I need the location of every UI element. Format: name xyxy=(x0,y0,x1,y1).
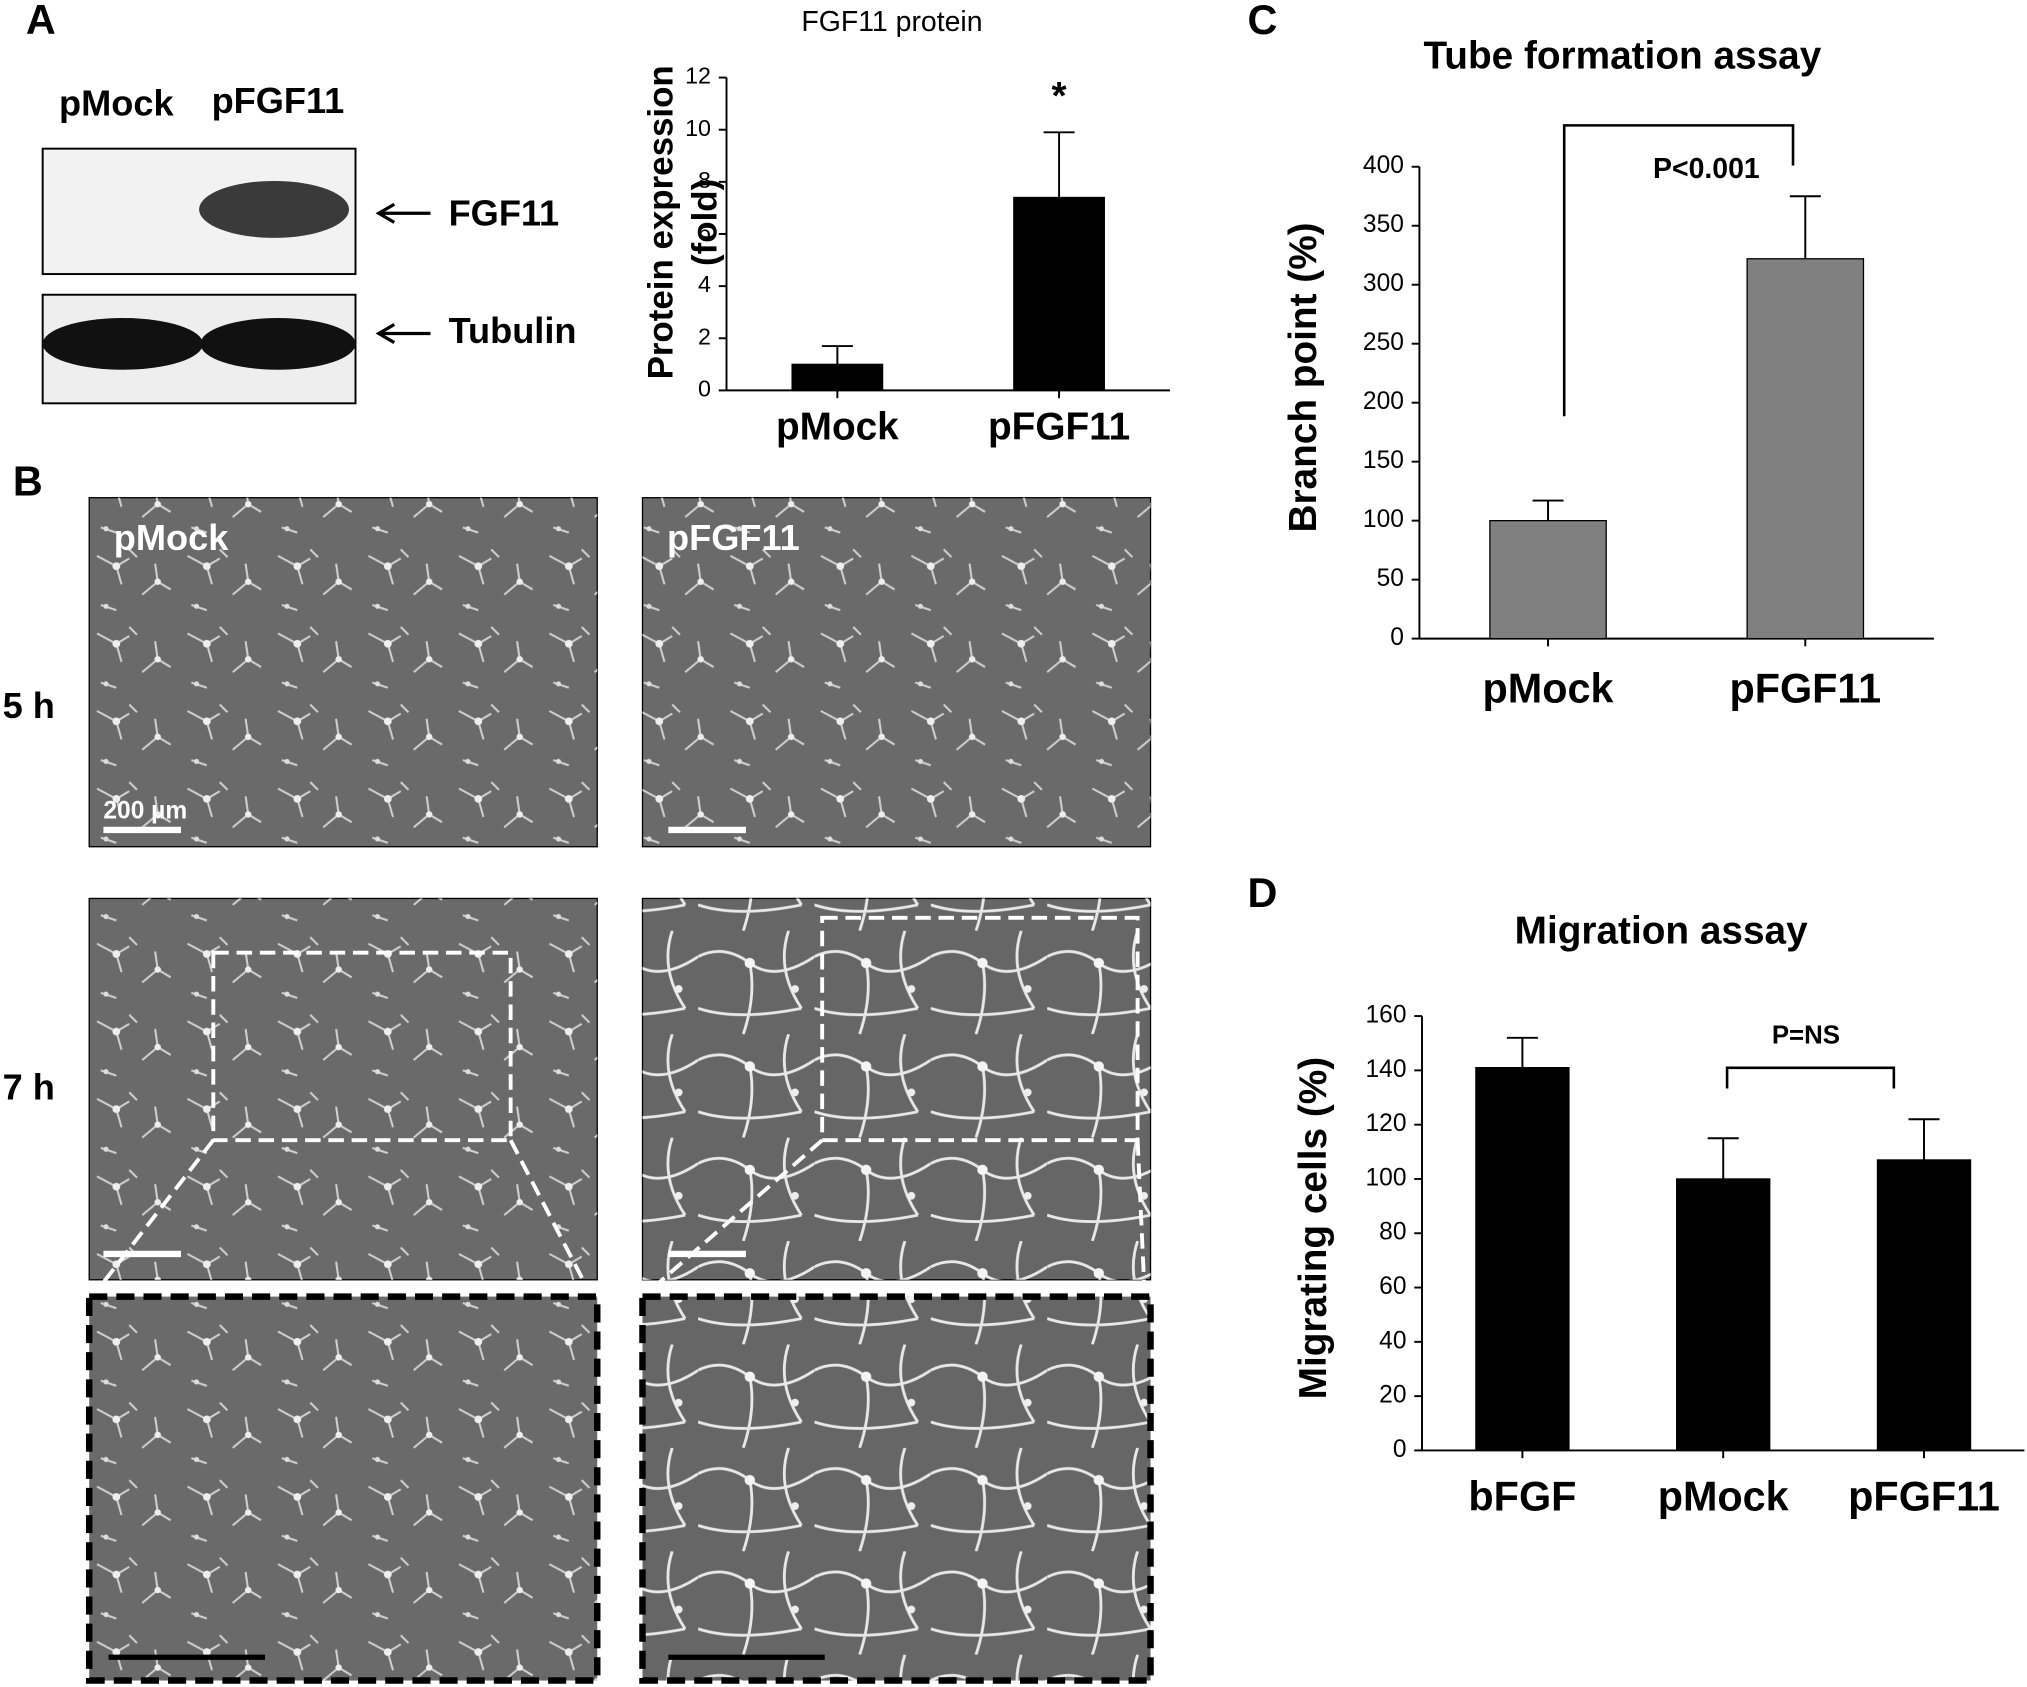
x-tick-label: pMock xyxy=(1658,1473,1790,1519)
panel-letter: C xyxy=(1247,0,1277,43)
panel-letter: D xyxy=(1247,870,1277,916)
y-tick-label: 400 xyxy=(1363,152,1404,179)
bracket xyxy=(1725,1066,1896,1089)
micrograph-zoom xyxy=(85,1293,601,1684)
x-tick-label: pFGF11 xyxy=(1848,1473,2000,1519)
bar xyxy=(1746,258,1865,640)
chart-title: FGF11 protein xyxy=(801,6,982,38)
annotation: P<0.001 xyxy=(1653,153,1760,185)
error-bar xyxy=(1506,1036,1538,1068)
y-axis-label: Migrating cells (%) xyxy=(1292,1057,1335,1399)
bar xyxy=(1475,1067,1570,1452)
zoom-box xyxy=(101,915,1147,1284)
y-tick-label: 8 xyxy=(698,167,711,193)
micrograph-texture xyxy=(642,898,1151,1280)
y-tick-label: 20 xyxy=(1379,1382,1406,1409)
y-tick-label: 80 xyxy=(1379,1219,1406,1246)
bar xyxy=(1876,1159,1972,1452)
y-tick-label: 120 xyxy=(1366,1110,1407,1137)
bar xyxy=(791,363,884,392)
bar xyxy=(1013,196,1105,392)
error-bar xyxy=(1789,195,1821,259)
y-tick-label: 40 xyxy=(1379,1327,1406,1354)
error-bar xyxy=(1707,1137,1739,1179)
blot-band xyxy=(42,318,203,370)
blot-band xyxy=(200,318,356,370)
y-tick-label: 350 xyxy=(1363,211,1404,238)
annotation: * xyxy=(1052,75,1068,118)
y-tick-label: 150 xyxy=(1363,447,1404,474)
x-tick-label: bFGF xyxy=(1468,1473,1576,1519)
panel-letter: B xyxy=(13,459,43,505)
x-tick-label: pFGF11 xyxy=(1729,666,1881,712)
x-tick-label: pFGF11 xyxy=(988,405,1130,448)
x-tick-label: pMock xyxy=(1483,666,1615,712)
y-axis-label: Branch point (%) xyxy=(1282,222,1325,532)
micrograph-texture xyxy=(89,898,598,1280)
band-label: Tubulin xyxy=(449,310,577,351)
y-tick-label: 140 xyxy=(1366,1056,1407,1083)
y-tick-label: 12 xyxy=(685,63,711,89)
y-tick-label: 2 xyxy=(698,323,711,349)
band-label: FGF11 xyxy=(449,192,560,233)
bar xyxy=(1676,1178,1771,1452)
y-tick-label: 100 xyxy=(1363,506,1404,533)
micrograph-zoom xyxy=(639,1293,1154,1684)
x-tick-label: pMock xyxy=(776,405,899,448)
arrow xyxy=(375,202,431,344)
y-tick-label: 10 xyxy=(685,115,711,141)
y-tick-label: 0 xyxy=(1390,624,1404,651)
micrograph-texture xyxy=(642,497,1151,847)
scale-bar xyxy=(103,826,746,1258)
lane-label: pFGF11 xyxy=(212,80,345,121)
panel-letter: A xyxy=(26,0,56,43)
y-tick-label: 160 xyxy=(1366,1002,1407,1029)
y-tick-label: 50 xyxy=(1377,565,1404,592)
annotation: P=NS xyxy=(1772,1022,1840,1050)
bar xyxy=(1489,519,1607,640)
y-tick-label: 200 xyxy=(1363,388,1404,415)
y-tick-label: 0 xyxy=(1393,1436,1407,1463)
column-label: pMock xyxy=(114,517,229,558)
y-tick-label: 6 xyxy=(698,219,711,245)
bracket xyxy=(1562,124,1795,417)
y-tick-label: 300 xyxy=(1363,270,1404,297)
micrograph-texture xyxy=(89,497,598,847)
error-bar xyxy=(1908,1118,1940,1160)
scale-label: 200 µm xyxy=(103,797,187,824)
y-tick-label: 250 xyxy=(1363,329,1404,356)
error-bar xyxy=(1532,499,1564,521)
y-tick-label: 4 xyxy=(698,271,711,297)
column-label: pFGF11 xyxy=(667,517,800,558)
y-tick-label: 100 xyxy=(1366,1164,1407,1191)
y-tick-label: 60 xyxy=(1379,1273,1406,1300)
error-bar xyxy=(1043,131,1075,198)
y-axis-label: Protein expression xyxy=(641,65,680,379)
row-label: 5 h xyxy=(3,685,55,726)
error-bar xyxy=(821,345,853,365)
y-tick-label: 0 xyxy=(698,376,711,402)
blot-band xyxy=(199,180,350,238)
row-label: 7 h xyxy=(3,1066,55,1107)
y-axis-label: (fold) xyxy=(685,179,724,266)
chart-title: Migration assay xyxy=(1515,910,1808,953)
lane-label: pMock xyxy=(59,83,174,124)
chart-title: Tube formation assay xyxy=(1423,34,1821,77)
